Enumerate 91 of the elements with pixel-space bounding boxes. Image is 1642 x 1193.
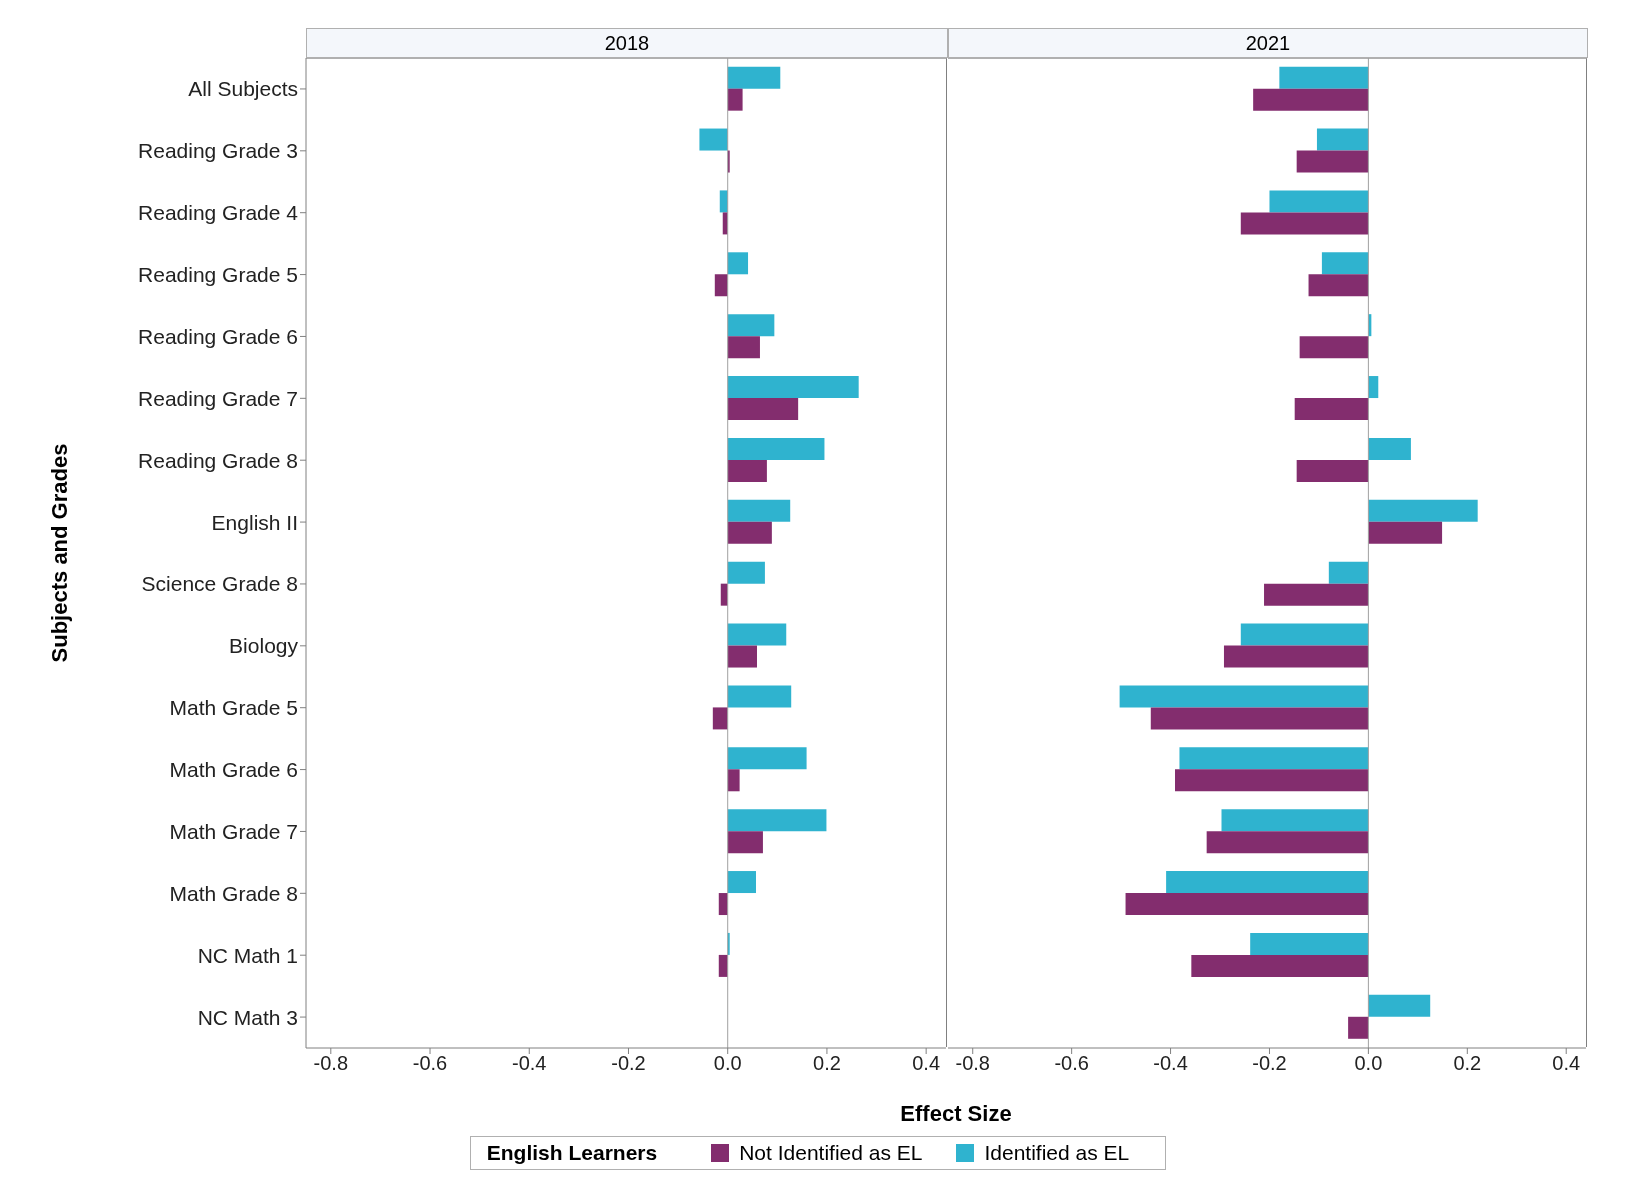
x-tick-label: 0.0 xyxy=(1354,1052,1383,1075)
bar xyxy=(727,398,799,421)
bar xyxy=(727,769,740,792)
y-tick-label: Reading Grade 8 xyxy=(138,448,298,472)
bar xyxy=(1308,274,1369,297)
x-tick-label: 0.2 xyxy=(813,1052,841,1075)
bar xyxy=(1253,88,1369,111)
bar xyxy=(1223,645,1369,668)
y-tick-label: Math Grade 5 xyxy=(169,696,298,720)
bar xyxy=(1368,376,1379,399)
bar xyxy=(1296,150,1369,173)
bar xyxy=(712,707,728,730)
chart-title: 2018 xyxy=(306,28,948,58)
bar xyxy=(1299,336,1369,359)
y-tick-label: Science Grade 8 xyxy=(141,572,298,596)
bar xyxy=(1179,747,1369,770)
bar xyxy=(727,685,792,708)
chart-title: 2021 xyxy=(948,28,1588,58)
y-tick-label: Math Grade 8 xyxy=(169,881,298,905)
bar xyxy=(1191,954,1369,977)
bar xyxy=(1348,1016,1369,1039)
bar xyxy=(727,459,767,482)
bar xyxy=(727,437,825,460)
legend-label: Identified as EL xyxy=(984,1141,1130,1165)
bar xyxy=(1368,994,1431,1017)
x-tick-label: -0.8 xyxy=(955,1052,990,1075)
x-tick-label: -0.8 xyxy=(313,1052,349,1075)
y-tick-label: Biology xyxy=(229,634,299,658)
bar xyxy=(1368,499,1478,522)
y-tick-label: Reading Grade 3 xyxy=(138,139,298,163)
bar xyxy=(1240,623,1369,646)
x-tick-label: 0.2 xyxy=(1453,1052,1482,1075)
bar xyxy=(1368,521,1443,544)
legend-label: Not Identified as EL xyxy=(739,1141,923,1165)
bar xyxy=(1321,252,1369,275)
bar xyxy=(727,809,827,832)
x-tick-label: -0.2 xyxy=(611,1052,646,1075)
bar xyxy=(727,561,765,584)
bar xyxy=(1250,932,1369,955)
bar xyxy=(1166,871,1369,894)
bar xyxy=(727,871,756,894)
bar xyxy=(727,336,760,359)
bar xyxy=(727,499,791,522)
y-tick-label: NC Math 1 xyxy=(197,943,298,967)
x-tick-label: -0.2 xyxy=(1252,1052,1287,1075)
bar xyxy=(727,66,781,89)
bar xyxy=(1279,66,1369,89)
x-tick-label: -0.4 xyxy=(512,1052,547,1075)
y-tick-label: Reading Grade 6 xyxy=(138,324,298,348)
bar xyxy=(727,88,743,111)
bar xyxy=(1328,561,1369,584)
bar xyxy=(727,376,859,399)
legend-title: English Learners xyxy=(486,1141,658,1165)
bar xyxy=(727,645,757,668)
x-tick-label: -0.6 xyxy=(412,1052,448,1075)
bar xyxy=(1316,128,1369,151)
bar xyxy=(727,314,775,337)
bar xyxy=(714,274,728,297)
bar xyxy=(1269,190,1369,213)
bar xyxy=(1125,893,1369,916)
x-tick-label: 0.4 xyxy=(1552,1052,1581,1075)
bar xyxy=(727,623,787,646)
bar xyxy=(699,128,728,151)
x-tick-label: 0.4 xyxy=(912,1052,941,1075)
bar xyxy=(1150,707,1369,730)
bar xyxy=(1240,212,1369,235)
bar xyxy=(727,252,749,275)
y-tick-label: Reading Grade 4 xyxy=(138,201,299,225)
bar xyxy=(1368,437,1411,460)
y-axis-title: Subjects and Grades xyxy=(47,443,73,663)
bar xyxy=(1296,459,1369,482)
y-tick-label: Math Grade 6 xyxy=(169,758,298,782)
x-tick-label: -0.4 xyxy=(1153,1052,1188,1075)
bar xyxy=(1175,769,1369,792)
bar xyxy=(1221,809,1369,832)
y-tick-label: English II xyxy=(211,510,298,534)
y-tick-label: All Subjects xyxy=(188,77,298,101)
bar xyxy=(727,747,807,770)
bar xyxy=(1264,583,1369,606)
x-axis-title: Effect Size xyxy=(899,1101,1013,1127)
bar xyxy=(727,831,763,854)
x-tick-label: -0.6 xyxy=(1054,1052,1089,1075)
y-tick-label: Reading Grade 7 xyxy=(138,386,298,410)
bar xyxy=(727,521,772,544)
bar xyxy=(1294,398,1369,421)
bar xyxy=(1206,831,1369,854)
y-tick-label: Math Grade 7 xyxy=(169,819,298,843)
x-tick-label: 0.0 xyxy=(713,1052,742,1075)
y-tick-label: NC Math 3 xyxy=(197,1005,298,1029)
y-tick-label: Reading Grade 5 xyxy=(138,263,298,287)
bar xyxy=(1119,685,1369,708)
